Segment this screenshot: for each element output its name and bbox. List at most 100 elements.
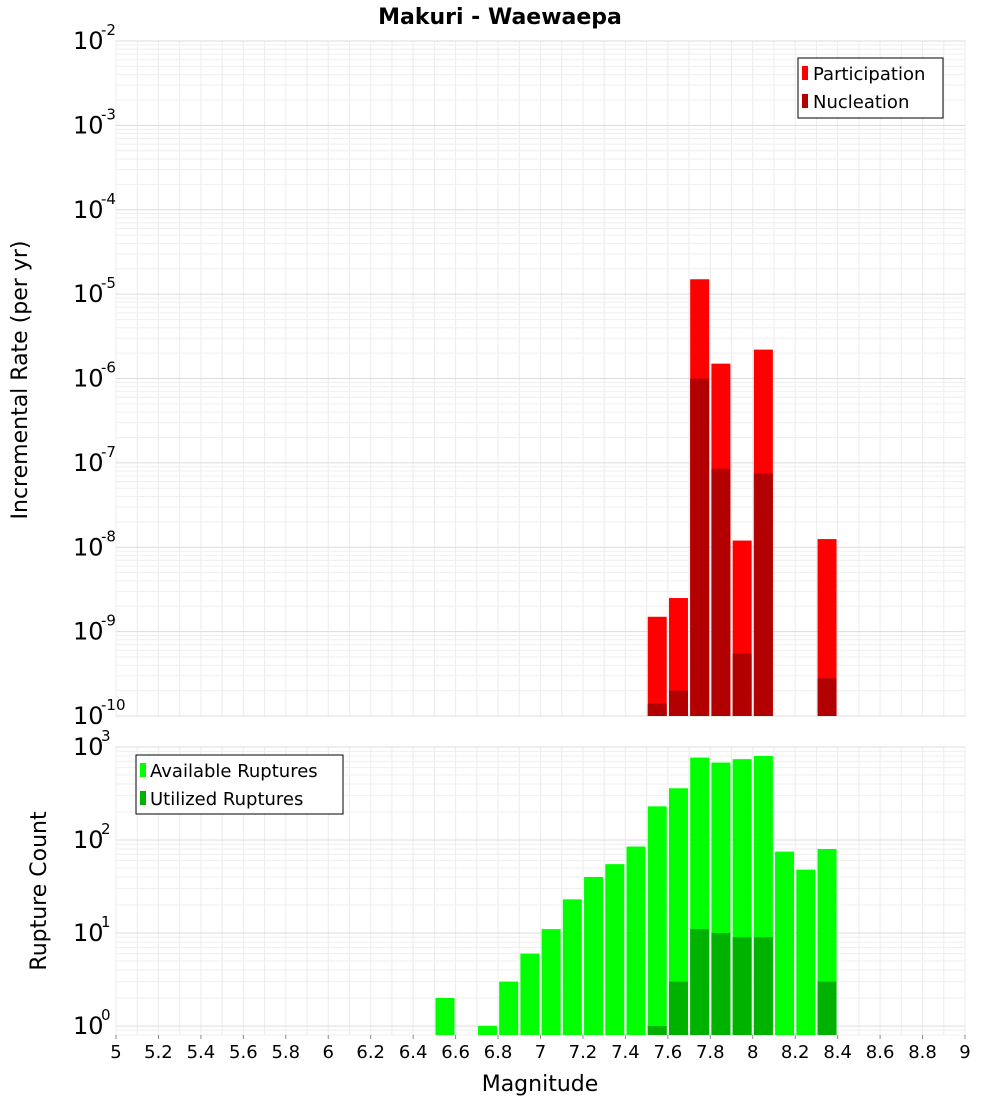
count-y-tick: 103 <box>73 727 111 761</box>
nucleation-legend-swatch <box>802 94 808 108</box>
utilized-legend-swatch <box>140 791 146 805</box>
rate-grid <box>115 40 966 717</box>
count-bar-available-ruptures <box>477 1025 497 1035</box>
x-tick-label: 6 <box>323 1042 334 1063</box>
x-tick-label: 9 <box>959 1042 970 1063</box>
count-bar-available-ruptures <box>775 851 795 1035</box>
x-tick-label: 8 <box>747 1042 758 1063</box>
count-legend-box <box>135 754 344 815</box>
rate-y-tick-exponent: -8 <box>101 527 116 545</box>
count-bar-available-ruptures <box>541 929 561 1035</box>
rate-y-tick: 10-4 <box>73 190 116 224</box>
count-bar-utilized-ruptures <box>732 937 752 1035</box>
count-bar-available-ruptures <box>605 864 625 1035</box>
count-bar-utilized-ruptures <box>668 981 688 1035</box>
x-tick-label: 7.6 <box>654 1042 683 1063</box>
rate-y-tick-base: 10 <box>73 365 104 393</box>
rate-y-tick-base: 10 <box>73 618 104 646</box>
rate-y-tick-exponent: -2 <box>101 21 116 39</box>
x-tick-label: 7.4 <box>611 1042 640 1063</box>
rate-y-tick-exponent: -10 <box>101 696 126 714</box>
count-y-tick-exponent: 1 <box>101 913 111 931</box>
rate-y-tick-base: 10 <box>73 702 104 730</box>
count-y-tick-base: 10 <box>73 733 104 761</box>
count-y-tick-exponent: 2 <box>101 820 111 838</box>
rate-y-tick-base: 10 <box>73 533 104 561</box>
rate-y-tick: 10-6 <box>73 359 116 393</box>
available-legend-swatch <box>140 763 146 777</box>
available-legend-label: Available Ruptures <box>150 761 318 782</box>
rate-y-tick: 10-10 <box>73 696 126 730</box>
count-y-tick-exponent: 3 <box>101 727 111 745</box>
count-legend: Available Ruptures Utilized Ruptures <box>135 754 344 815</box>
count-bar-available-ruptures <box>668 788 688 1035</box>
rate-y-tick-exponent: -4 <box>101 190 116 208</box>
rate-y-tick-base: 10 <box>73 449 104 477</box>
x-tick-label: 5.6 <box>229 1042 258 1063</box>
count-y-tick: 102 <box>73 820 111 854</box>
rate-bar-nucleation <box>668 690 688 716</box>
count-bar-available-ruptures <box>435 997 455 1035</box>
rate-y-tick: 10-5 <box>73 274 116 308</box>
count-bar-available-ruptures <box>796 869 816 1035</box>
rate-y-tick-base: 10 <box>73 196 104 224</box>
rate-y-tick-exponent: -6 <box>101 359 116 377</box>
count-bar-available-ruptures <box>520 953 540 1035</box>
count-bar-available-ruptures <box>584 877 604 1035</box>
rate-bar-participation <box>668 598 688 716</box>
x-tick-label: 6.4 <box>399 1042 428 1063</box>
rate-bar-nucleation <box>647 703 667 716</box>
count-y-tick-exponent: 0 <box>101 1006 111 1024</box>
rate-y-tick-base: 10 <box>73 111 104 139</box>
rate-legend: Participation Nucleation <box>797 57 944 119</box>
x-tick-label: 6.6 <box>441 1042 470 1063</box>
rate-y-tick-exponent: -5 <box>101 274 116 292</box>
rate-y-tick: 10-8 <box>73 527 116 561</box>
rate-y-tick: 10-3 <box>73 105 116 139</box>
count-bar-available-ruptures <box>647 806 667 1035</box>
x-ticks: 5 5.2 5.4 5.6 5.8 6 6.2 6.4 6.6 6.8 7 7.2 7.4 7.6 7.8 8… <box>110 1035 971 1063</box>
rate-y-tick-exponent: -3 <box>101 105 116 123</box>
count-y-axis-label: Rupture Count <box>27 811 52 971</box>
count-bar-utilized-ruptures <box>711 932 731 1035</box>
x-tick-label: 8.6 <box>866 1042 895 1063</box>
participation-legend-label: Participation <box>813 64 925 85</box>
rate-bar-nucleation <box>817 678 837 716</box>
participation-legend-swatch <box>802 66 808 80</box>
count-bar-utilized-ruptures <box>817 981 837 1035</box>
rate-y-tick-exponent: -9 <box>101 612 116 630</box>
x-tick-label: 7 <box>535 1042 546 1063</box>
rate-bar-nucleation <box>711 468 731 716</box>
rate-y-tick-base: 10 <box>73 27 104 55</box>
rate-y-tick: 10-2 <box>73 21 116 55</box>
rate-y-tick: 10-9 <box>73 612 116 646</box>
rate-y-tick: 10-7 <box>73 443 116 477</box>
x-tick-label: 6.8 <box>484 1042 513 1063</box>
rate-bar-nucleation <box>690 378 710 716</box>
x-tick-label: 8.2 <box>781 1042 810 1063</box>
x-tick-label: 6.2 <box>356 1042 385 1063</box>
count-bar-utilized-ruptures <box>647 1025 667 1035</box>
rate-bars <box>647 279 837 716</box>
utilized-legend-label: Utilized Ruptures <box>150 789 303 810</box>
count-bar-utilized-ruptures <box>690 929 710 1035</box>
rate-y-tick-base: 10 <box>73 280 104 308</box>
rate-y-tick-exponent: -7 <box>101 443 116 461</box>
nucleation-legend-label: Nucleation <box>813 92 909 113</box>
x-tick-label: 5.2 <box>144 1042 173 1063</box>
count-bar-utilized-ruptures <box>753 937 773 1035</box>
count-y-tick-base: 10 <box>73 826 104 854</box>
rate-y-axis-label: Incremental Rate (per yr) <box>8 241 33 520</box>
x-tick-label: 8.4 <box>823 1042 852 1063</box>
rate-bar-nucleation <box>732 653 752 716</box>
rate-bar-participation <box>817 539 837 716</box>
x-tick-label: 5.8 <box>271 1042 300 1063</box>
count-y-tick: 101 <box>73 913 111 947</box>
count-y-tick: 100 <box>73 1006 111 1040</box>
rate-bar-participation <box>647 616 667 716</box>
chart-title: Makuri - Waewaepa <box>378 5 622 30</box>
